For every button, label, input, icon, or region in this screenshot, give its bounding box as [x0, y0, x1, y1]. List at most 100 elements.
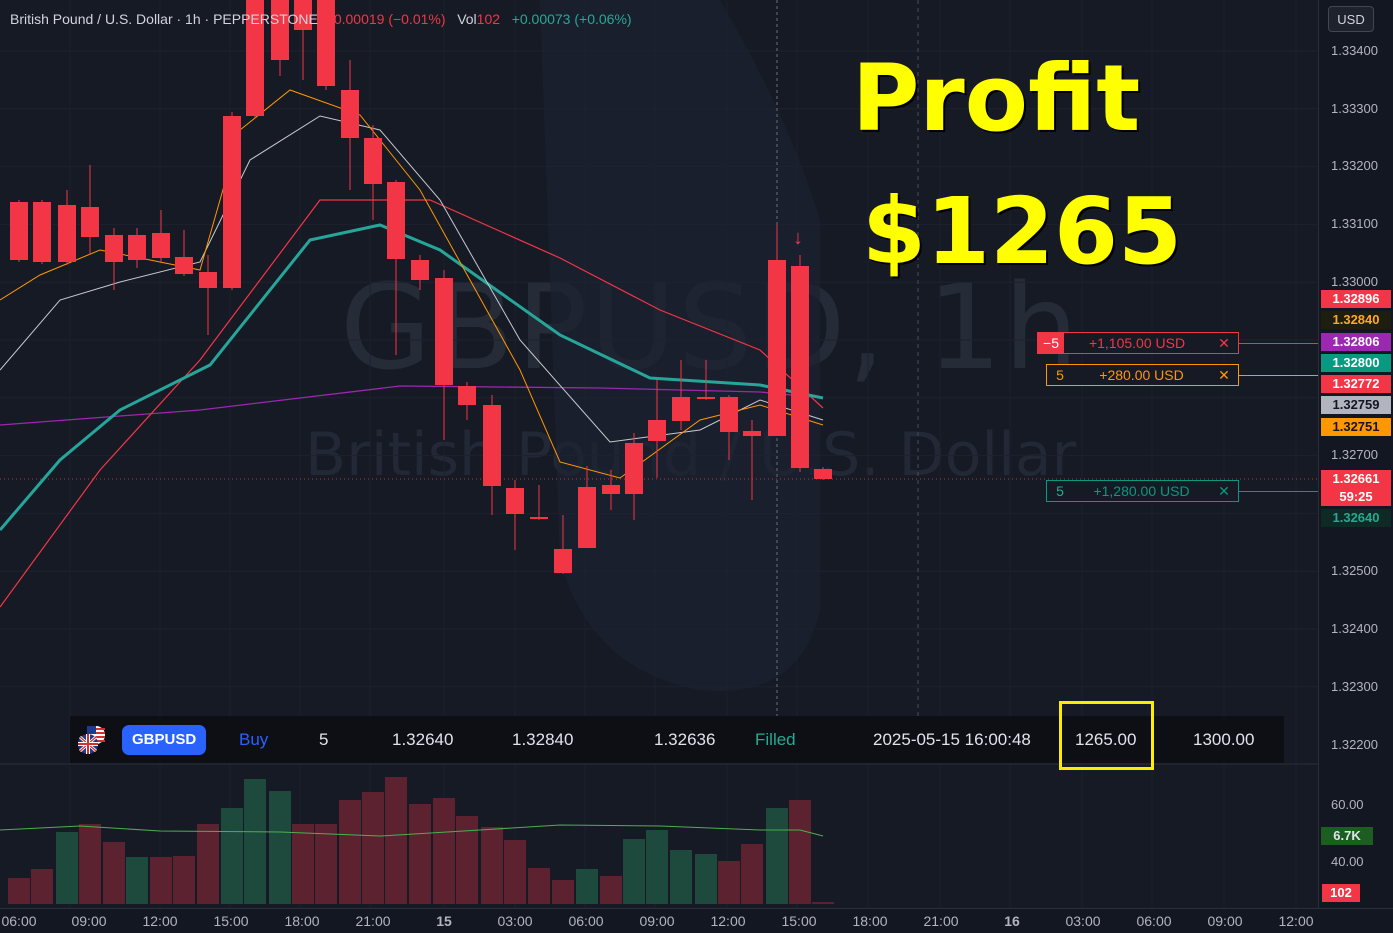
volume-bar — [103, 842, 125, 904]
time-tick: 18:00 — [284, 913, 320, 929]
time-tick: 09:00 — [1207, 913, 1243, 929]
volume-bar — [173, 856, 195, 904]
candle-body — [435, 278, 453, 385]
chart-legend: British Pound / U.S. Dollar · 1h · PEPPE… — [10, 11, 632, 27]
currency-button[interactable]: USD — [1328, 6, 1374, 32]
volume-bar — [718, 861, 740, 904]
price-tick: 1.33100 — [1331, 216, 1378, 231]
volume-bar — [433, 798, 455, 904]
price-tag: 1.32840 — [1321, 311, 1391, 329]
volume-bar — [623, 839, 645, 904]
volume-bar — [126, 857, 148, 904]
candle-body — [743, 431, 761, 436]
trade-row[interactable]: GBPUSD Buy 5 1.32640 1.32840 1.32636 Fil… — [70, 716, 1284, 763]
time-tick: 21:00 — [355, 913, 391, 929]
session-shade — [540, 0, 820, 691]
volume-bar — [385, 777, 407, 904]
close-order-icon[interactable]: ✕ — [1218, 483, 1230, 499]
volume-bar — [362, 792, 384, 904]
price-tick: 1.32700 — [1331, 447, 1378, 462]
order-label[interactable]: 5 +280.00 USD ✕ — [1046, 364, 1239, 386]
candle-body — [411, 260, 429, 280]
candle-body — [128, 235, 146, 260]
price-chart[interactable]: ↓ — [0, 0, 1318, 908]
volume-bar — [528, 868, 550, 904]
candle-body — [554, 549, 572, 573]
price-tag: 1.32640 — [1321, 509, 1391, 527]
time-tick: 03:00 — [1065, 913, 1101, 929]
volume-bar — [552, 880, 574, 904]
volume-bar — [812, 902, 834, 904]
volume-bar — [456, 816, 478, 904]
candle-body — [387, 182, 405, 259]
candle-body — [720, 397, 738, 432]
symbol-description: British Pound / U.S. Dollar · 1h · PEPPE… — [10, 11, 318, 27]
volume-bar — [197, 824, 219, 904]
volume-tag: 6.7K — [1321, 827, 1373, 845]
trade-time: 2025-05-15 16:00:48 — [873, 730, 1031, 749]
trade-entry: 1.32640 — [392, 730, 454, 749]
chart-area[interactable]: GBPUSD, 1h British Pound / U.S. Dollar ↓… — [0, 0, 1318, 908]
price-tick: 1.33200 — [1331, 158, 1378, 173]
time-axis[interactable]: 06:00 09:00 12:00 15:00 18:00 21:00 15 03:00 06:… — [0, 908, 1393, 933]
order-qty: 5 — [1047, 481, 1073, 501]
time-tick: 06:00 — [1, 913, 37, 929]
volume-bar — [646, 830, 668, 904]
candle-body — [625, 443, 643, 494]
candle-body — [602, 485, 620, 494]
order-qty: 5 — [1047, 365, 1073, 385]
volume-bar — [789, 800, 811, 904]
order-label[interactable]: 5 +1,280.00 USD ✕ — [1046, 480, 1239, 502]
order-pnl: +1,280.00 USD — [1093, 483, 1190, 499]
volume-tick: 60.00 — [1331, 797, 1364, 812]
price-tick: 1.32500 — [1331, 563, 1378, 578]
candle-body — [58, 205, 76, 262]
time-tick: 03:00 — [497, 913, 533, 929]
price-tick: 1.33400 — [1331, 43, 1378, 58]
candle-body — [530, 517, 548, 519]
price-tick: 1.33000 — [1331, 274, 1378, 289]
volume-bar — [292, 824, 314, 904]
candle-body — [697, 397, 715, 399]
volume-bar — [150, 857, 172, 904]
candle-body — [648, 420, 666, 441]
candle-body — [33, 202, 51, 262]
volume-ma-line — [0, 824, 824, 837]
order-price-line — [1238, 343, 1318, 344]
symbol-badge[interactable]: GBPUSD — [122, 725, 207, 755]
candle-body — [246, 0, 264, 116]
time-tick: 15:00 — [781, 913, 817, 929]
time-tick: 12:00 — [710, 913, 746, 929]
trade-status: Filled — [755, 730, 796, 749]
candle-body — [364, 138, 382, 184]
time-tick: 15:00 — [213, 913, 249, 929]
volume-bar — [576, 869, 598, 904]
order-label[interactable]: −5 +1,105.00 USD ✕ — [1037, 332, 1239, 354]
price-tag: 1.32896 — [1321, 290, 1391, 308]
moving-average-line — [0, 223, 824, 531]
close-order-icon[interactable]: ✕ — [1218, 335, 1230, 351]
price-tag: 1.32800 — [1321, 354, 1391, 372]
candle-body — [672, 397, 690, 421]
moving-average-line — [0, 199, 824, 608]
candle-body — [317, 0, 335, 86]
price-tick: 1.32200 — [1331, 737, 1378, 752]
candle-body — [271, 0, 289, 60]
candle-body — [483, 405, 501, 486]
trade-target: 1300.00 — [1193, 730, 1255, 749]
order-qty: −5 — [1038, 333, 1064, 353]
candle-body — [81, 207, 99, 237]
close-order-icon[interactable]: ✕ — [1218, 367, 1230, 383]
moving-average-line — [0, 115, 824, 443]
candle-body — [105, 235, 123, 262]
price-tag: 1.32759 — [1321, 396, 1391, 414]
volume-bar — [339, 800, 361, 904]
volume-bar — [244, 779, 266, 904]
candle-body — [791, 266, 809, 468]
price-axis[interactable]: USD 1.33400 1.33300 1.33200 1.33100 1.33000 1… — [1318, 0, 1393, 908]
order-pnl: +280.00 USD — [1099, 367, 1184, 383]
profit-heading: Profit — [852, 45, 1141, 152]
time-tick: 06:00 — [1136, 913, 1172, 929]
candle-body — [294, 0, 312, 30]
volume-change: +0.00073 (+0.06%) — [511, 11, 632, 27]
